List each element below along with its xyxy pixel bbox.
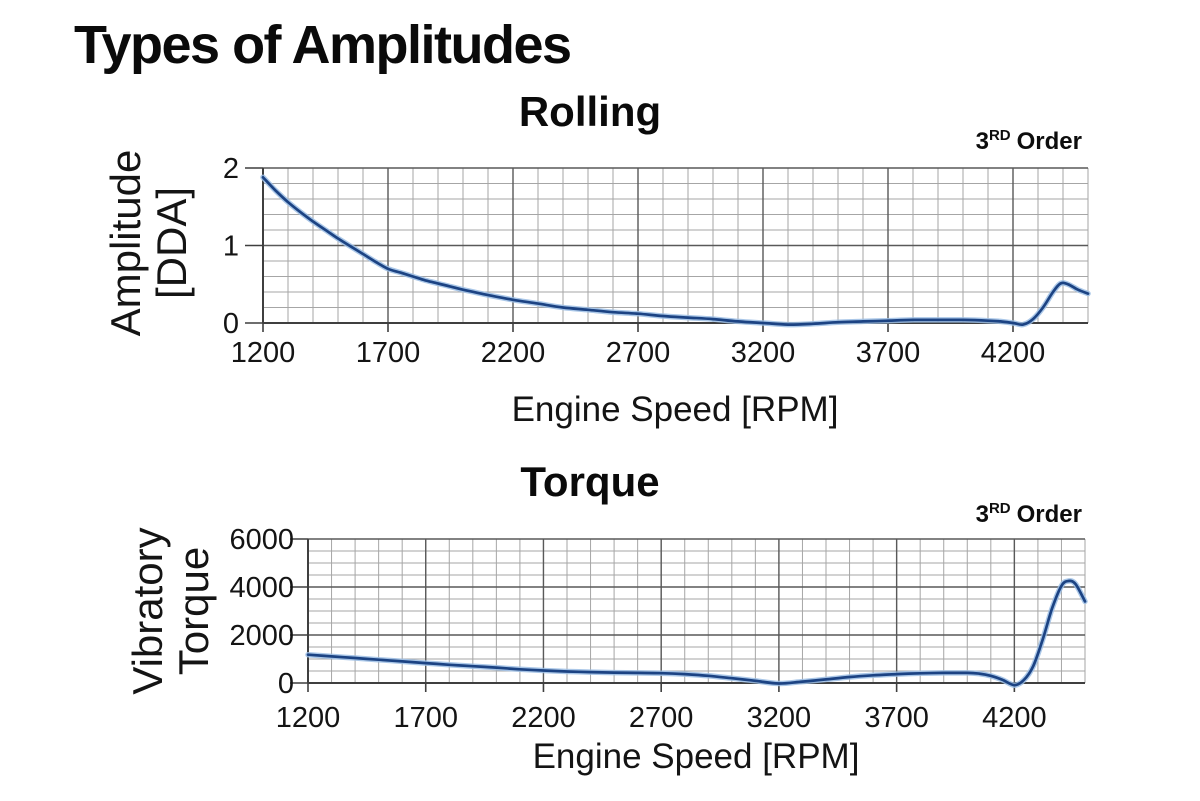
x-tick-label: 2700 [606, 337, 671, 369]
order-superscript: RD [988, 500, 1011, 517]
rolling-x-axis-label: Engine Speed [RPM] [511, 390, 839, 429]
torque-chart-title: Torque [520, 458, 660, 505]
y-tick-label: 6000 [229, 524, 294, 556]
torque-plot-area: 1200 1700 2200 2700 3200 3700 4200 0 2000 4000 600… [229, 524, 1088, 734]
x-tick-label: 3200 [731, 337, 796, 369]
torque-x-axis-label: Engine Speed [RPM] [532, 737, 860, 776]
x-tick-label: 1200 [231, 337, 296, 369]
y-tick-label: 2 [223, 153, 239, 185]
y-axis-label-line: Amplitude [102, 149, 149, 337]
series-line [261, 175, 1090, 327]
y-tick-label: 0 [223, 308, 239, 340]
page-title: Types of Amplitudes [74, 15, 572, 75]
series-line-halo [305, 578, 1088, 688]
y-tick-label: 4000 [229, 572, 294, 604]
x-tick-label: 1700 [356, 337, 421, 369]
x-tick-label: 4200 [981, 337, 1046, 369]
y-axis-label-line: [DDA] [148, 187, 195, 300]
y-axis-label-line: Vibratory [124, 527, 171, 695]
x-tick-label: 2200 [511, 702, 576, 734]
rolling-chart-title: Rolling [518, 88, 662, 135]
x-tick-label: 4200 [982, 702, 1047, 734]
y-tick-label: 0 [278, 668, 294, 700]
rolling-plot-area: 1200 1700 2200 2700 3200 3700 4200 0 1 2 [223, 153, 1091, 369]
order-superscript: RD [988, 127, 1011, 144]
order-base: 3 [975, 128, 989, 155]
x-tick-label: 1700 [393, 702, 458, 734]
torque-order-label: 3RD Order [850, 501, 1082, 529]
x-tick-label: 1200 [276, 702, 341, 734]
x-tick-label: 2200 [481, 337, 546, 369]
x-tick-label: 2700 [629, 702, 694, 734]
rolling-order-label: 3RD Order [850, 128, 1082, 156]
x-tick-label: 3700 [856, 337, 921, 369]
order-rest: Order [1016, 501, 1082, 528]
series-line [306, 579, 1087, 687]
order-rest: Order [1016, 128, 1082, 155]
x-tick-label: 3200 [747, 702, 812, 734]
x-tick-label: 3700 [864, 702, 929, 734]
order-base: 3 [975, 501, 989, 528]
rolling-y-axis-label: Amplitude [DDA] [102, 123, 197, 363]
y-tick-label: 2000 [229, 620, 294, 652]
y-tick-label: 1 [223, 231, 239, 263]
